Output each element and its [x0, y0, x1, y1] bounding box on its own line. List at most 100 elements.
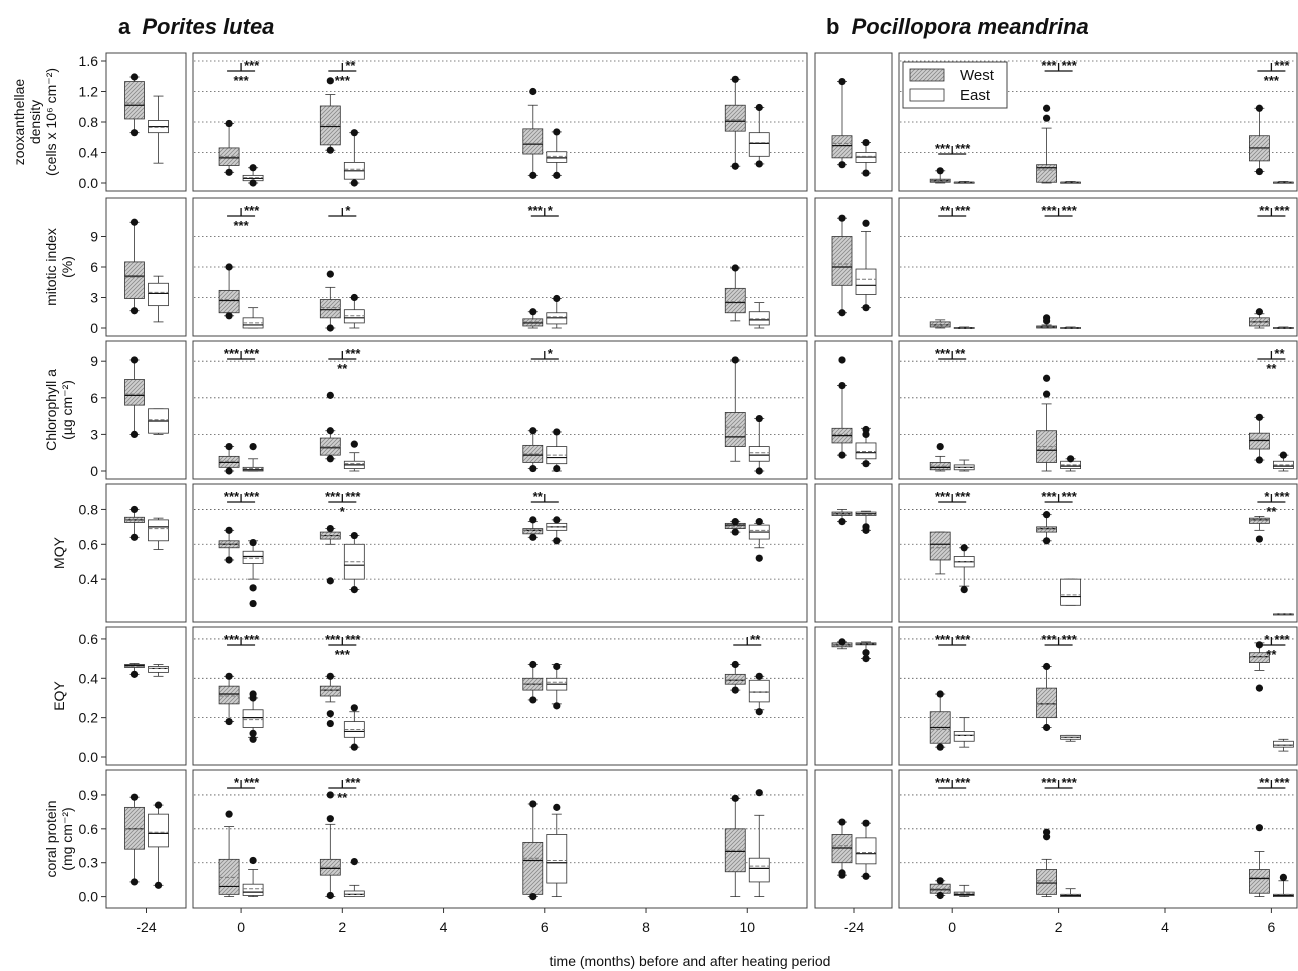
box-body — [748, 311, 770, 326]
frame-zoox-b_post — [898, 52, 1298, 192]
outlier-point — [249, 164, 257, 172]
outlier-point — [225, 443, 233, 451]
box-zoox-b-t6-east — [1273, 181, 1294, 184]
significance-zoox-a-t2: ***** — [328, 58, 356, 88]
significance-right: *** — [244, 346, 260, 361]
x-axis-label: time (months) before and after heating p… — [550, 953, 831, 969]
significance-bracket — [328, 63, 357, 72]
significance-chla-b-t6: **** — [1257, 346, 1285, 376]
x-tick-label-a: 2 — [338, 919, 346, 935]
significance-bracket — [328, 208, 357, 217]
significance-bracket — [1257, 494, 1286, 503]
outlier-point — [326, 146, 334, 154]
box-protein-a-t6-west — [522, 800, 544, 901]
box-chla-a-t6-west — [522, 427, 544, 473]
significance-mitotic-a-t0: ****** — [227, 203, 260, 233]
outlier-point — [936, 891, 944, 900]
outlier-point — [731, 356, 739, 364]
significance-right: ** — [750, 632, 761, 647]
box-body — [242, 550, 264, 564]
frame-eqy-a_pre — [105, 626, 187, 766]
box-body — [522, 841, 544, 895]
box-mqy-a-t6-west — [522, 516, 544, 541]
box-body — [748, 446, 770, 462]
significance-mqy-a-t2: *** **** — [325, 489, 361, 519]
box-chla-a-t-24-west — [124, 356, 145, 438]
frame-chla-b_post — [898, 340, 1298, 480]
box-mitotic-a-t2-east — [343, 293, 365, 329]
box-body — [242, 466, 264, 472]
outlier-point — [1043, 723, 1051, 732]
box-mitotic-a-t0-west — [218, 263, 240, 320]
box-eqy-b-t2-east — [1060, 734, 1081, 742]
box-mitotic-a-t6-east — [546, 294, 568, 329]
frame-protein-a_post — [192, 769, 808, 909]
outlier-point — [1255, 456, 1263, 464]
box-body — [343, 309, 365, 324]
y-tick-label-chla: 9 — [90, 353, 98, 369]
box-body — [522, 128, 544, 155]
outlier-point — [731, 162, 739, 170]
outlier-point — [225, 810, 233, 818]
panel-b-species: Pocillopora meandrina — [852, 14, 1089, 39]
significance-left: *** — [325, 632, 341, 647]
y-tick-label-chla: 6 — [90, 390, 98, 406]
significance-right: *** — [955, 775, 971, 790]
outlier-point — [130, 73, 139, 81]
significance-right: *** — [1274, 58, 1290, 73]
outlier-point — [249, 179, 257, 187]
outlier-point — [529, 516, 537, 524]
outlier-point — [130, 793, 139, 801]
box-mitotic-b-t-24-west — [831, 214, 853, 317]
significance-right: *** — [244, 632, 260, 647]
outlier-point — [1067, 455, 1075, 463]
significance-bracket — [1257, 780, 1286, 789]
box-protein-b-t2-west — [1036, 828, 1057, 898]
significance-bracket — [227, 351, 256, 360]
box-protein-b-t6-west — [1249, 824, 1270, 898]
frame-eqy-b_post — [898, 626, 1298, 766]
outlier-point — [154, 801, 163, 809]
box-body — [831, 236, 853, 286]
frame-zoox-b_pre — [814, 52, 893, 192]
box-protein-b-t0-east — [953, 884, 975, 898]
outlier-point — [1043, 511, 1051, 519]
box-body — [1036, 687, 1057, 719]
outlier-point — [1255, 104, 1263, 112]
y-axis-label-line: (mg cm⁻²) — [59, 807, 75, 870]
significance-bracket — [328, 351, 357, 360]
frame-eqy-a_post — [192, 626, 808, 766]
outlier-point — [862, 872, 870, 880]
outlier-point — [755, 554, 763, 562]
frame-eqy-b_pre — [814, 626, 893, 766]
significance-bracket — [1044, 63, 1073, 72]
y-tick-label-zoox: 1.2 — [79, 84, 99, 100]
significance-bracket — [328, 494, 357, 503]
outlier-point — [838, 77, 846, 86]
outlier-point — [936, 743, 944, 751]
outlier-point — [838, 214, 846, 222]
box-eqy-b-t-24-east — [855, 641, 877, 663]
outlier-point — [553, 702, 561, 710]
box-body — [319, 299, 341, 319]
box-body — [1036, 164, 1057, 183]
significance-left: *** — [224, 489, 240, 504]
box-zoox-b-t6-west — [1249, 104, 1270, 176]
box-mitotic-a-t-24-east — [148, 275, 169, 323]
significance-right: *** — [345, 775, 361, 790]
significance-right: *** — [1062, 489, 1078, 504]
outlier-point — [1255, 824, 1263, 832]
significance-left: *** — [528, 203, 544, 218]
frame-chla-a_pre — [105, 340, 187, 480]
significance-right: ** — [1274, 346, 1285, 361]
outlier-point — [838, 638, 846, 646]
box-body — [148, 282, 169, 307]
y-axis-label-line: zooxanthellae — [11, 79, 27, 166]
outlier-point — [225, 526, 233, 534]
outlier-point — [731, 660, 739, 669]
y-tick-label-protein: 0.0 — [79, 889, 99, 905]
significance-bracket — [1044, 637, 1073, 646]
box-body — [546, 834, 568, 884]
box-mqy-b-t6-west — [1249, 516, 1270, 543]
y-axis-label-line: coral protein — [43, 800, 59, 877]
